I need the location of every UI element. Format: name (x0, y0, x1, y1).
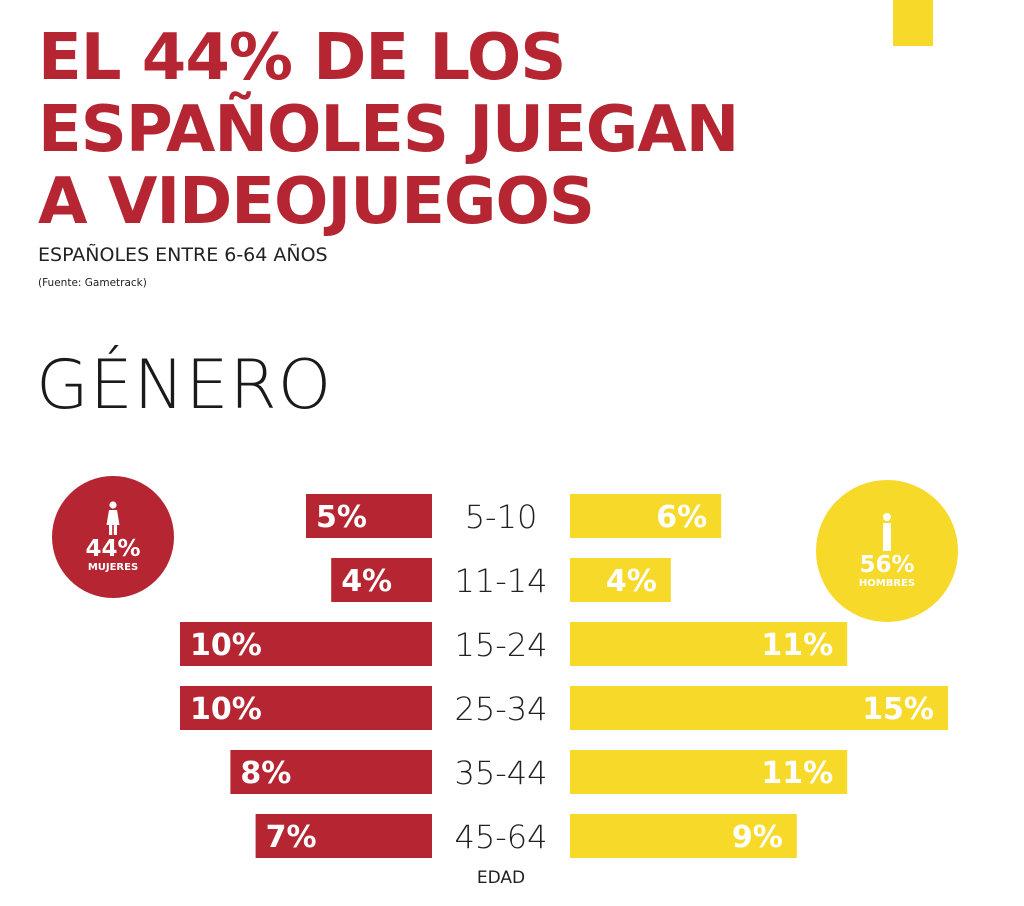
subtitle: ESPAÑOLES ENTRE 6-64 AÑOS (38, 244, 328, 266)
men-bar (570, 622, 848, 666)
x-axis-title: EDAD (476, 868, 526, 888)
title-line-3: A VIDEOJUEGOS (38, 165, 595, 239)
men-bar-label: 9% (732, 820, 783, 855)
women-bar-label: 8% (240, 756, 291, 791)
corner-accent-block (893, 0, 933, 46)
women-bar (255, 814, 432, 858)
age-category-label: 35-44 (455, 754, 548, 792)
source-note: (Fuente: Gametrack) (38, 277, 147, 289)
women-bar (306, 494, 432, 538)
men-bar-label: 11% (761, 628, 833, 663)
age-category-label: 45-64 (455, 818, 548, 856)
women-bar (180, 686, 432, 730)
section-title: GÉNERO (36, 346, 333, 425)
main-title: EL 44% DE LOS ESPAÑOLES JUEGAN A VIDEOJU… (38, 22, 958, 238)
women-bar (230, 750, 432, 794)
women-bar-label: 5% (316, 500, 367, 535)
men-bar (570, 750, 848, 794)
male-icon (883, 512, 891, 551)
women-bar-label: 7% (266, 820, 317, 855)
female-icon (106, 500, 120, 535)
men-bar (570, 558, 671, 602)
women-percent: 44% (85, 535, 141, 562)
women-share-badge: 44% MUJERES (52, 476, 174, 598)
women-bar-label: 10% (190, 628, 262, 663)
title-line-1: EL 44% DE LOS (38, 21, 566, 95)
men-bar (570, 494, 722, 538)
age-category-label: 15-24 (455, 626, 548, 664)
women-label: MUJERES (87, 561, 139, 573)
men-bar-label: 4% (606, 564, 657, 599)
men-percent: 56% (859, 551, 915, 578)
age-category-label: 5-10 (465, 498, 538, 536)
men-label: HOMBRES (858, 577, 916, 589)
age-category-label: 25-34 (455, 690, 548, 728)
age-category-label: 11-14 (455, 562, 548, 600)
men-bar (570, 814, 797, 858)
men-bar-label: 11% (761, 756, 833, 791)
title-line-2: ESPAÑOLES JUEGAN (38, 93, 739, 167)
men-share-badge: 56% HOMBRES (816, 480, 958, 622)
men-bar-label: 6% (656, 500, 707, 535)
women-bar-label: 10% (190, 692, 262, 727)
men-bar (570, 686, 948, 730)
men-bar-label: 15% (862, 692, 934, 727)
women-bar (180, 622, 432, 666)
women-bar-label: 4% (341, 564, 392, 599)
women-bar (331, 558, 432, 602)
